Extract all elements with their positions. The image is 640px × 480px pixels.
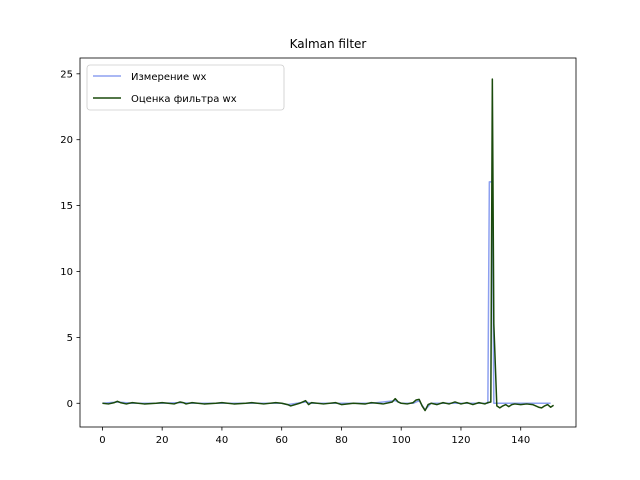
y-tick-label: 0 (67, 399, 73, 410)
y-tick-label: 20 (60, 135, 73, 146)
legend-label-filter-estimate: Оценка фильтра wx (131, 94, 237, 105)
legend-label-measurement: Измерение wx (131, 72, 207, 83)
series-line-filter-estimate (102, 78, 555, 412)
legend: Измерение wx Оценка фильтра wx (86, 64, 285, 111)
axes-frame (79, 57, 577, 428)
y-axis: 0 5 10 15 20 25 (60, 69, 80, 410)
x-tick-label: 100 (392, 435, 411, 446)
chart-title: Kalman filter (290, 37, 367, 51)
y-tick-label: 15 (60, 201, 73, 212)
x-tick-label: 0 (99, 435, 105, 446)
x-tick-label: 40 (216, 435, 229, 446)
x-tick-label: 120 (451, 435, 470, 446)
y-tick-label: 10 (60, 267, 73, 278)
y-tick-label: 25 (60, 69, 73, 80)
x-tick-label: 60 (275, 435, 288, 446)
y-tick-label: 5 (67, 333, 73, 344)
x-axis: 0 20 40 60 80 100 120 140 (99, 427, 530, 446)
x-tick-label: 80 (335, 435, 348, 446)
plot-area: 0 20 40 60 80 100 120 140 0 5 10 15 20 25 (60, 57, 577, 446)
x-tick-label: 140 (511, 435, 530, 446)
x-tick-label: 20 (156, 435, 169, 446)
legend-box (86, 64, 285, 111)
series-group (102, 78, 555, 412)
